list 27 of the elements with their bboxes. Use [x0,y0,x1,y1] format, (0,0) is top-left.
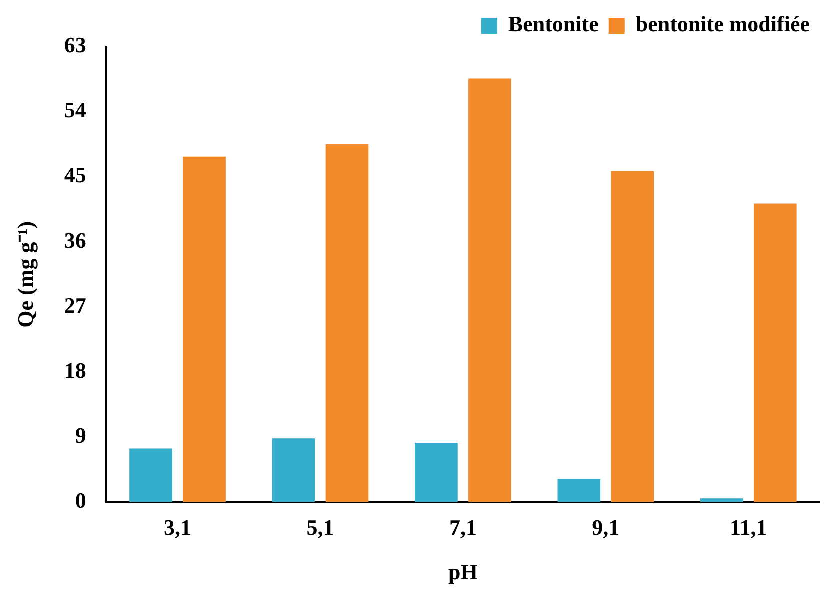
y-tick-label: 63 [64,32,86,58]
y-tick-label: 54 [64,98,86,123]
bar [130,448,172,502]
bar [611,171,654,502]
y-axis-title: Qe (mg g⁻¹) [12,221,38,328]
bar [272,438,316,502]
x-tick-label: 9,1 [592,515,620,540]
y-tick-label: 45 [64,162,86,188]
x-axis-title: pH [448,559,478,584]
legend-label: Bentonite [508,12,600,37]
y-tick-label: 18 [64,358,86,383]
bar [558,479,601,502]
y-tick-label: 9 [75,422,86,448]
x-tick-label: 11,1 [730,515,768,540]
bar [326,144,369,502]
bar [183,156,226,502]
bar [468,78,512,502]
bar [754,204,797,502]
bar [700,498,744,502]
x-tick-label: 3,1 [164,515,192,540]
x-tick-label: 5,1 [306,515,334,540]
bar [415,442,458,502]
y-tick-label: 27 [64,292,86,318]
x-tick-label: 7,1 [449,515,477,540]
y-tick-label: 0 [75,488,86,513]
legend-label: bentonite modifiée [636,12,810,37]
y-tick-label: 36 [64,228,86,253]
